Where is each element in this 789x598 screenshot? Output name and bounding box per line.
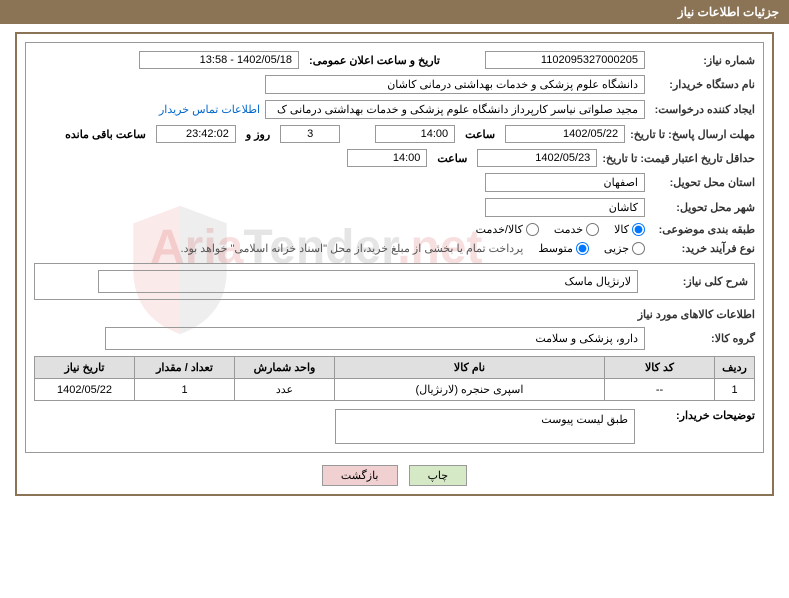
page-title: جزئیات اطلاعات نیاز	[0, 0, 789, 24]
validity-date: 1402/05/23	[477, 149, 597, 167]
hour-label-1: ساعت	[465, 128, 495, 141]
contact-link[interactable]: اطلاعات تماس خریدار	[159, 103, 260, 116]
city-value: کاشان	[485, 198, 645, 217]
radio-medium[interactable]: متوسط	[538, 242, 589, 255]
buyer-org-value: دانشگاه علوم پزشکی و خدمات بهداشتی درمان…	[265, 75, 645, 94]
back-button[interactable]: بازگشت	[322, 465, 398, 486]
city-label: شهر محل تحویل:	[650, 201, 755, 214]
need-no-value: 1102095327000205	[485, 51, 645, 69]
validity-label: حداقل تاریخ اعتبار قیمت: تا تاریخ:	[602, 152, 755, 165]
th-unit: واحد شمارش	[235, 357, 335, 379]
process-note: پرداخت تمام یا بخشی از مبلغ خرید،از محل …	[181, 242, 524, 255]
overall-label: شرح کلی نیاز:	[643, 275, 748, 288]
radio-goods[interactable]: کالا	[614, 223, 645, 236]
deadline-date: 1402/05/22	[505, 125, 625, 143]
buyer-comment-value: طبق لیست پیوست	[335, 409, 635, 444]
category-label: طبقه بندی موضوعی:	[650, 223, 755, 236]
buyer-org-label: نام دستگاه خریدار:	[650, 78, 755, 91]
need-no-label: شماره نیاز:	[650, 54, 755, 67]
buyer-comment-label: توضیحات خریدار:	[645, 409, 755, 422]
th-code: کد کالا	[605, 357, 715, 379]
main-panel: شماره نیاز: 1102095327000205 تاریخ و ساع…	[15, 32, 774, 496]
remaining-label: ساعت باقی مانده	[65, 128, 146, 141]
process-label: نوع فرآیند خرید:	[650, 242, 755, 255]
th-name: نام کالا	[335, 357, 605, 379]
requester-value: مجید صلواتی نیاسر کارپرداز دانشگاه علوم …	[265, 100, 645, 119]
announce-label: تاریخ و ساعت اعلان عمومی:	[309, 54, 440, 67]
th-date: تاریخ نیاز	[35, 357, 135, 379]
requester-label: ایجاد کننده درخواست:	[650, 103, 755, 116]
province-label: استان محل تحویل:	[650, 176, 755, 189]
validity-time: 14:00	[347, 149, 427, 167]
radio-both[interactable]: کالا/خدمت	[476, 223, 539, 236]
days-and-label: روز و	[246, 128, 270, 141]
items-table: ردیف کد کالا نام کالا واحد شمارش تعداد /…	[34, 356, 755, 401]
radio-partial[interactable]: جزیی	[604, 242, 645, 255]
th-row: ردیف	[715, 357, 755, 379]
print-button[interactable]: چاپ	[409, 465, 468, 486]
province-value: اصفهان	[485, 173, 645, 192]
group-label: گروه کالا:	[650, 332, 755, 345]
overall-value: لارنژیال ماسک	[98, 270, 638, 293]
th-qty: تعداد / مقدار	[135, 357, 235, 379]
days-value: 3	[280, 125, 340, 143]
items-section-title: اطلاعات کالاهای مورد نیاز	[34, 308, 755, 321]
deadline-time: 14:00	[375, 125, 455, 143]
remaining-time: 23:42:02	[156, 125, 236, 143]
announce-value: 1402/05/18 - 13:58	[139, 51, 299, 69]
radio-service[interactable]: خدمت	[554, 223, 599, 236]
group-value: دارو، پزشکی و سلامت	[105, 327, 645, 350]
table-row: 1 -- اسپری حنجره (لارنژیال) عدد 1 1402/0…	[35, 379, 755, 401]
deadline-label: مهلت ارسال پاسخ: تا تاریخ:	[630, 128, 755, 141]
hour-label-2: ساعت	[437, 152, 467, 165]
